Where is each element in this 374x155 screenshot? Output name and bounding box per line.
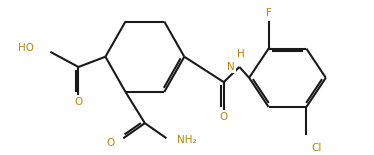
Text: F: F	[266, 8, 272, 18]
Text: O: O	[220, 112, 228, 122]
Text: HO: HO	[18, 42, 34, 53]
Text: NH₂: NH₂	[177, 135, 197, 145]
Text: N: N	[227, 62, 235, 72]
Text: Cl: Cl	[312, 143, 322, 153]
Text: H: H	[237, 49, 244, 59]
Text: O: O	[106, 138, 114, 148]
Text: O: O	[74, 97, 83, 107]
